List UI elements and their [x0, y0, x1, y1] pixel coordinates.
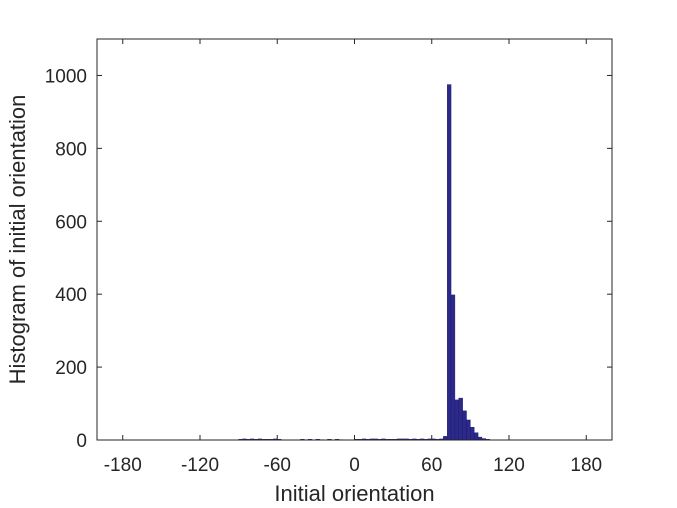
plot-area	[97, 39, 612, 440]
x-tick-label: 120	[493, 455, 525, 476]
x-tick-label: -180	[104, 455, 142, 476]
x-tick-label: 0	[349, 455, 360, 476]
y-tick-label: 1000	[45, 66, 87, 87]
histogram-bar	[447, 84, 452, 441]
histogram-bar	[450, 294, 456, 441]
y-tick-label: 200	[55, 358, 87, 379]
bars-group	[238, 84, 490, 441]
x-axis: -180 -120 -60 0 60 120 180	[104, 39, 602, 476]
histogram-bar	[466, 419, 471, 441]
x-tick-label: -60	[264, 455, 291, 476]
y-tick-label: 0	[76, 431, 87, 452]
histogram-bar	[454, 399, 459, 441]
histogram-bar	[443, 436, 448, 441]
x-tick-label: -120	[181, 455, 219, 476]
y-tick-label: 800	[55, 139, 87, 160]
x-tick-label: 60	[421, 455, 442, 476]
x-axis-label: Initial orientation	[274, 481, 434, 506]
y-tick-label: 400	[55, 285, 87, 306]
y-axis-label: Histogram of initial orientation	[5, 95, 30, 385]
x-tick-label: 180	[570, 455, 602, 476]
histogram-bar	[462, 410, 467, 441]
histogram-bar	[474, 432, 479, 441]
y-axis: 0 200 400 600 800 1000	[45, 66, 612, 452]
histogram-bar	[458, 397, 463, 441]
histogram-bar	[470, 427, 475, 441]
y-tick-label: 600	[55, 212, 87, 233]
